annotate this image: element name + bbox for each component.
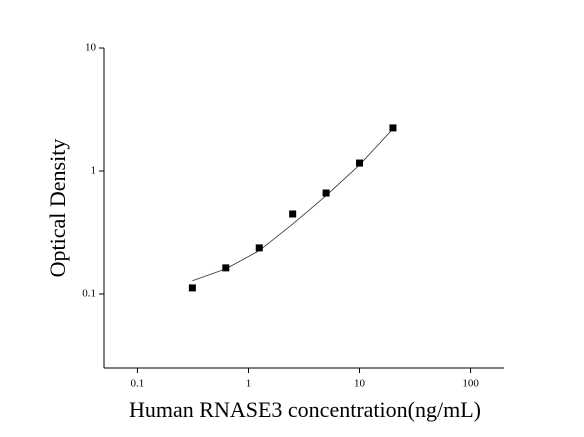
x-axis-label: Human RNASE3 concentration(ng/mL) — [129, 397, 481, 422]
y-axis-label: Optical Density — [45, 139, 70, 278]
data-point — [356, 159, 364, 167]
y-tick-label: 0.1 — [82, 287, 96, 299]
fit-curve — [192, 128, 394, 282]
y-tick-label: 1 — [91, 165, 97, 177]
data-point — [389, 124, 397, 132]
data-point — [322, 189, 330, 197]
data-point — [255, 244, 263, 252]
x-tick-label: 0.1 — [131, 378, 145, 390]
data-point — [188, 284, 196, 292]
data-point — [222, 264, 230, 272]
data-point — [289, 210, 297, 218]
x-tick-label: 10 — [354, 378, 366, 390]
x-tick-label: 100 — [462, 378, 479, 390]
x-tick-label: 1 — [246, 378, 252, 390]
y-tick-label: 10 — [85, 42, 97, 54]
